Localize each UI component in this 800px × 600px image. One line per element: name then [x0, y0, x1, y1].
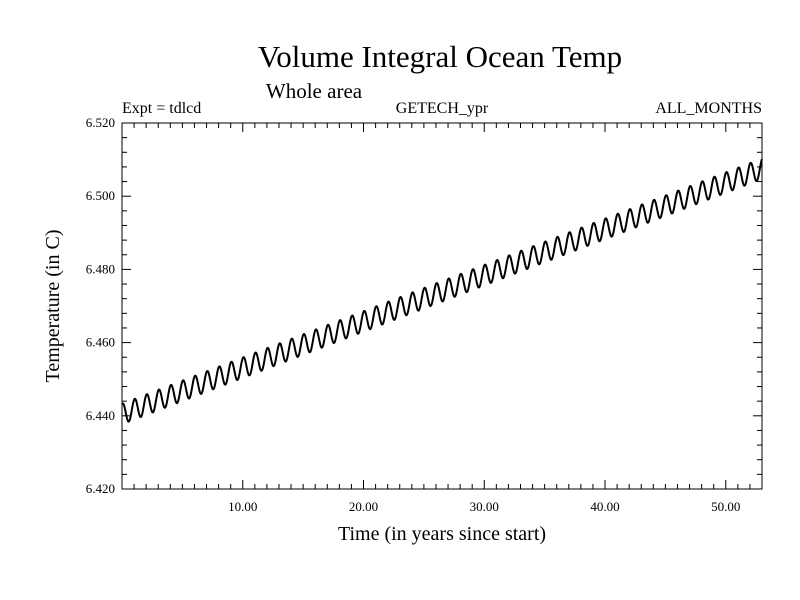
y-tick-label: 6.440: [86, 408, 115, 423]
x-tick-label: 40.00: [590, 499, 619, 514]
dataset-label: GETECH_ypr: [396, 100, 489, 117]
y-axis-label: Temperature (in C): [42, 230, 64, 383]
x-axis-label: Time (in years since start): [338, 523, 546, 545]
y-tick-label: 6.520: [86, 115, 115, 130]
x-tick-label: 10.00: [228, 499, 257, 514]
experiment-label: Expt = tdlcd: [122, 100, 201, 117]
y-tick-label: 6.460: [86, 335, 115, 350]
chart-title: Volume Integral Ocean Temp: [258, 39, 622, 74]
series-line: [121, 158, 763, 423]
x-tick-label: 50.00: [711, 499, 740, 514]
x-tick-label: 20.00: [349, 499, 378, 514]
x-tick-label: 30.00: [470, 499, 499, 514]
y-tick-label: 6.420: [86, 481, 115, 496]
y-tick-labels: 6.420 6.440 6.460 6.480 6.500 6.520: [86, 115, 115, 496]
y-tick-label: 6.480: [86, 261, 115, 276]
months-label: ALL_MONTHS: [655, 100, 762, 117]
plot-frame: [121, 122, 763, 490]
x-tick-labels: 10.00 20.00 30.00 40.00 50.00: [228, 499, 740, 514]
y-tick-label: 6.500: [86, 188, 115, 203]
axis-ticks: [121, 122, 763, 490]
chart-subtitle: Whole area: [266, 79, 363, 103]
